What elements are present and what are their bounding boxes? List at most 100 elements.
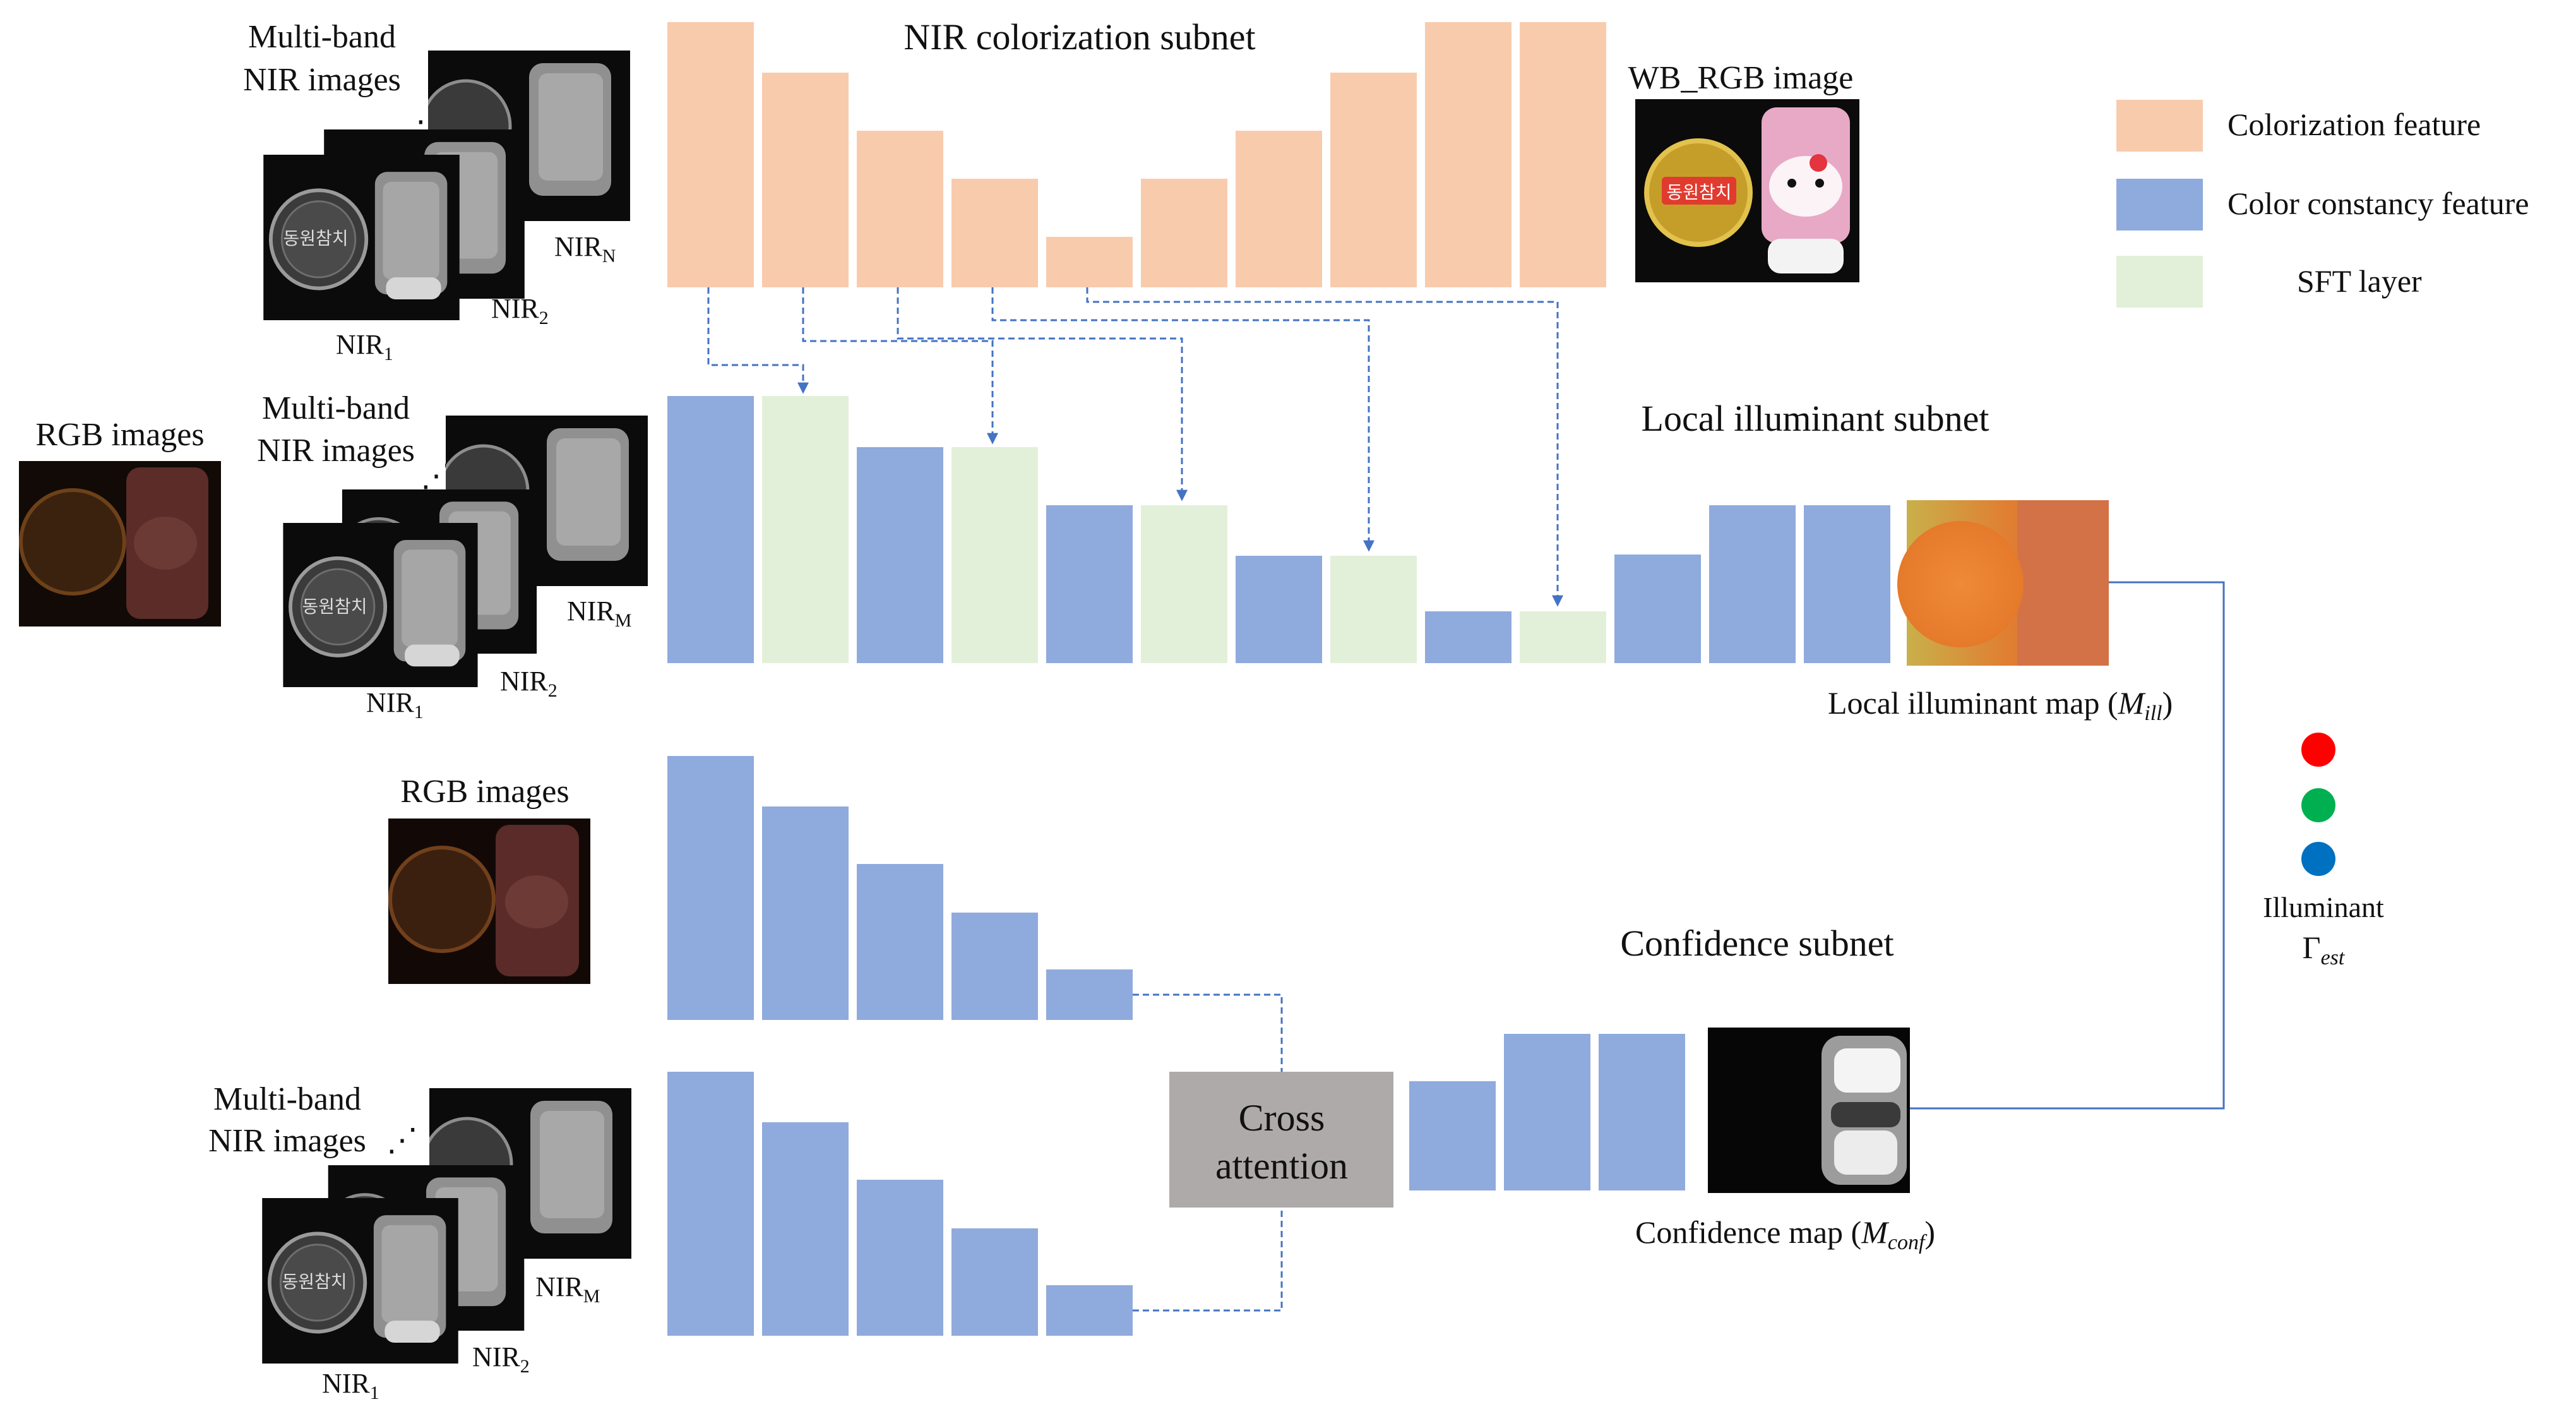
connector-line — [1910, 581, 2225, 1110]
colorization-bar — [1330, 73, 1417, 287]
cross-attention-line2: attention — [1215, 1145, 1348, 1187]
confidence-subnet-title: Confidence subnet — [1620, 923, 1893, 964]
green-channel-dot — [2301, 788, 2335, 822]
nir-images-label-middle: NIR images — [257, 433, 415, 469]
illuminant-connector — [1910, 581, 2225, 1110]
color-constancy-bar — [857, 1180, 943, 1336]
rgb-image-bottom — [388, 818, 590, 984]
colorization-bar — [1236, 131, 1322, 287]
legend-swatch-sft — [2116, 256, 2203, 308]
color-constancy-bar — [1709, 505, 1796, 663]
color-constancy-bar — [1409, 1081, 1496, 1190]
color-constancy-bar — [857, 447, 943, 663]
multiband-label-middle: Multi-band — [262, 390, 410, 426]
nir-can-text-top: 동원참치 — [283, 229, 348, 249]
confidence-map-image — [1708, 1028, 1910, 1193]
nir-images-label-bottom: NIR images — [208, 1123, 366, 1159]
multiband-label-top: Multi-band — [248, 19, 396, 55]
legend-swatch-color-constancy — [2116, 179, 2203, 231]
connector-arrow — [707, 287, 809, 394]
connector-line — [1133, 1208, 1283, 1312]
color-constancy-bar — [951, 913, 1038, 1020]
local-illuminant-encoder-decoder — [667, 396, 1890, 663]
sft-bar — [1520, 611, 1606, 663]
color-constancy-bar — [762, 1122, 849, 1336]
local-illuminant-map-image — [1897, 500, 2109, 666]
sft-connectors — [707, 287, 1563, 607]
nir-m-label-bottom: NIRM — [535, 1271, 600, 1307]
sft-bar — [1141, 505, 1227, 663]
connector-arrow — [802, 287, 998, 445]
color-constancy-bar — [667, 1072, 754, 1336]
sft-bar — [762, 396, 849, 663]
nir-2-label-middle: NIR2 — [500, 666, 558, 701]
colorization-bar — [762, 73, 849, 287]
sft-bar — [951, 447, 1038, 663]
color-constancy-bar — [667, 756, 754, 1020]
wb-rgb-label: WB_RGB image — [1628, 60, 1854, 96]
colorization-bar — [951, 179, 1038, 287]
colorization-bar — [1046, 237, 1133, 287]
rgb-confidence-encoder — [667, 756, 1133, 1020]
color-constancy-bar — [857, 864, 943, 1020]
can-label-text: 동원참치 — [1666, 183, 1731, 203]
cross-attention-line1: Cross — [1239, 1097, 1325, 1139]
local-illuminant-map-label: Local illuminant map (Mill) — [1828, 685, 2173, 725]
nir-confidence-encoder — [667, 1072, 1133, 1336]
color-constancy-bar — [1504, 1034, 1590, 1190]
color-constancy-bar — [1046, 1285, 1133, 1336]
nir-1-label-top: NIR1 — [336, 329, 393, 364]
wb-rgb-image: 동원참치 — [1635, 99, 1859, 282]
color-constancy-bar — [1236, 556, 1322, 663]
connector-arrow — [897, 287, 1188, 501]
rgb-images-label-middle: RGB images — [35, 417, 204, 453]
nir-2-label-bottom: NIR2 — [472, 1341, 530, 1377]
illuminant-estimate — [2301, 733, 2335, 876]
nir-1-label-middle: NIR1 — [366, 687, 424, 722]
multiband-label-bottom: Multi-band — [213, 1081, 361, 1117]
color-constancy-bar — [667, 396, 754, 663]
legend-label-sft: SFT layer — [2297, 263, 2422, 299]
legend-label-colorization: Colorization feature — [2227, 107, 2481, 142]
color-constancy-bar — [1804, 505, 1890, 663]
color-constancy-bar — [951, 1228, 1038, 1336]
cross-attention-box — [1169, 1072, 1393, 1208]
nir-can-text-middle: 동원참치 — [302, 597, 367, 617]
cross-attention-connectors — [1133, 993, 1283, 1312]
color-constancy-bar — [1614, 555, 1701, 663]
confidence-map-label: Confidence map (Mconf) — [1635, 1214, 1935, 1254]
color-constancy-bar — [762, 806, 849, 1020]
sft-bar — [1330, 556, 1417, 663]
colorization-bar — [667, 22, 754, 287]
legend-swatch-colorization — [2116, 100, 2203, 152]
color-constancy-bar — [1046, 505, 1133, 663]
color-constancy-bar — [1046, 969, 1133, 1020]
local-illuminant-subnet-title: Local illuminant subnet — [1642, 398, 1989, 439]
legend-label-color-constancy: Color constancy feature — [2227, 186, 2529, 221]
color-constancy-bar — [1599, 1034, 1685, 1190]
rgb-image-middle — [19, 461, 221, 627]
nir-images-label-top: NIR images — [243, 62, 401, 98]
rgb-images-label-bottom: RGB images — [400, 774, 569, 810]
color-constancy-bar — [1425, 611, 1512, 663]
nir-colorization-encoder-decoder — [667, 22, 1606, 287]
red-channel-dot — [2301, 733, 2335, 767]
nir-colorization-subnet-title: NIR colorization subnet — [903, 16, 1255, 57]
blue-channel-dot — [2301, 842, 2335, 876]
confidence-decoder — [1409, 1034, 1685, 1190]
nir-1-label-bottom: NIR1 — [322, 1368, 379, 1403]
nir-n-label-top: NIRN — [554, 231, 616, 267]
illuminant-label: Illuminant — [2263, 891, 2384, 923]
nir-m-label-middle: NIRM — [567, 596, 631, 631]
nir-can-text-bottom: 동원참치 — [282, 1273, 347, 1292]
colorization-bar — [1425, 22, 1512, 287]
colorization-bar — [857, 131, 943, 287]
connector-line — [1133, 993, 1283, 1072]
colorization-bar — [1520, 22, 1606, 287]
colorization-bar — [1141, 179, 1227, 287]
legend: Colorization feature Color constancy fea… — [2116, 100, 2529, 308]
illuminant-symbol: Γest — [2303, 930, 2346, 969]
connector-arrow — [991, 287, 1374, 552]
stack-dots-bottom: ⋰ — [386, 1122, 418, 1158]
